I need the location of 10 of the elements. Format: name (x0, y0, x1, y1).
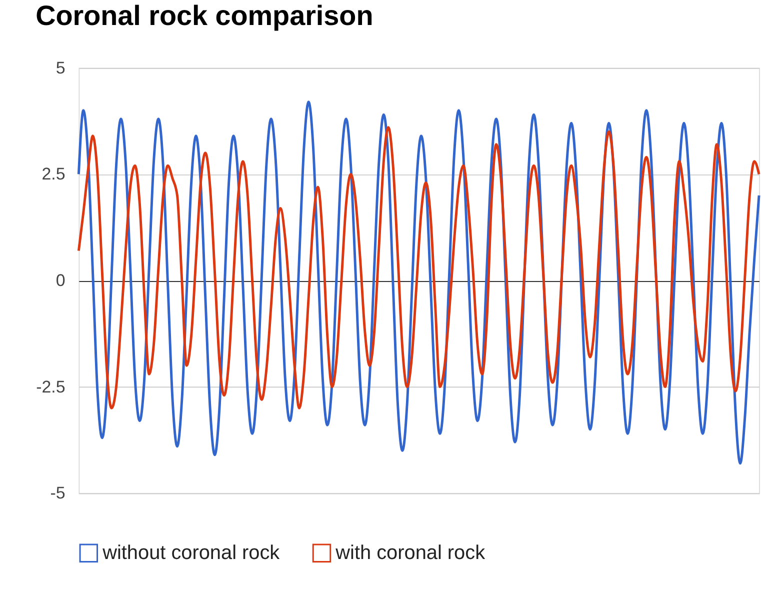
legend-label: with coronal rock (334, 542, 486, 564)
y-tick-label: 2.5 (42, 164, 66, 184)
line-series (77, 100, 760, 465)
y-tick-label: -2.5 (36, 377, 66, 396)
line-series (77, 126, 760, 410)
chart-title: Coronal rock comparison (36, 0, 374, 32)
y-tick-label: 5 (56, 58, 66, 78)
y-tick-label: -5 (50, 484, 66, 503)
y-tick-label: 0 (56, 271, 66, 290)
legend-label: without coronal rock (102, 542, 280, 564)
